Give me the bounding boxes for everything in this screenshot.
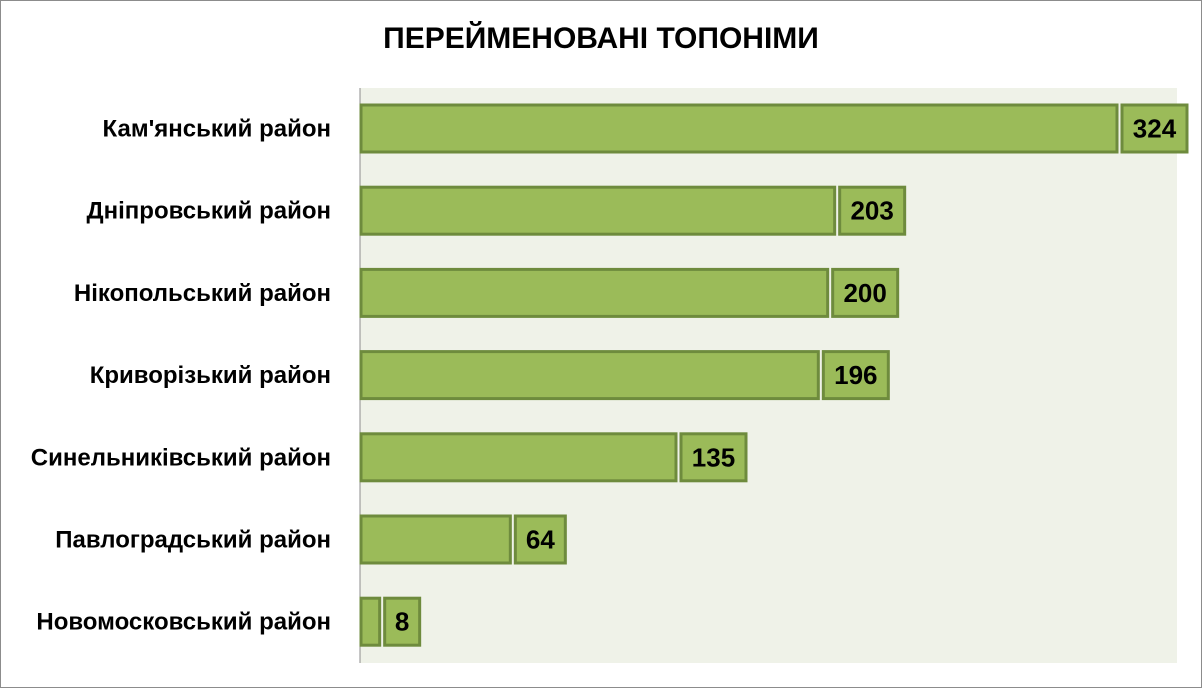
bar	[359, 514, 512, 565]
data-label-box	[821, 350, 890, 401]
data-label-box	[513, 514, 567, 565]
data-label: 135	[692, 442, 735, 472]
bar	[359, 267, 830, 318]
bar	[359, 103, 1119, 154]
data-label-box	[383, 596, 422, 647]
data-label-box	[838, 185, 907, 236]
data-label: 203	[850, 196, 893, 226]
data-label: 324	[1133, 114, 1177, 144]
category-label: Криворізький район	[90, 362, 331, 389]
chart-title: ПЕРЕЙМЕНОВАНІ ТОПОНІМИ	[383, 22, 819, 55]
bar	[359, 350, 820, 401]
category-label: Кам'янський район	[103, 116, 331, 143]
bar	[359, 432, 678, 483]
data-label: 196	[834, 360, 877, 390]
bar	[359, 185, 837, 236]
category-label: Павлоградський район	[55, 527, 331, 554]
data-label-box	[679, 432, 748, 483]
data-label: 200	[843, 278, 886, 308]
data-label: 8	[395, 607, 409, 637]
bars-group: 324 Кам'янський район 203 Дніпровський райо…	[31, 103, 1189, 647]
category-label: Новомосковський район	[36, 609, 331, 636]
data-label-box	[1120, 103, 1189, 154]
category-label: Дніпровський район	[87, 198, 331, 225]
category-label: Нікопольський район	[74, 280, 331, 307]
bar	[359, 596, 382, 647]
category-label: Синельниківський район	[31, 444, 331, 471]
data-label-box	[831, 267, 900, 318]
data-label: 64	[526, 525, 555, 555]
